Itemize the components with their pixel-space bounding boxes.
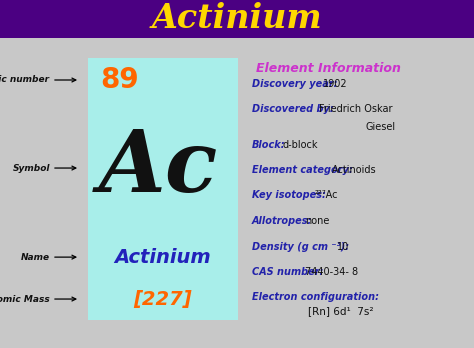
Bar: [0, 0, 474, 38]
Text: Atomic number: Atomic number: [0, 76, 50, 85]
Text: Actinoids: Actinoids: [332, 165, 377, 175]
Text: Atomic Mass: Atomic Mass: [0, 294, 50, 303]
Text: Actinium: Actinium: [152, 2, 322, 35]
Text: Name: Name: [21, 253, 50, 262]
Text: Discovery year:: Discovery year:: [252, 79, 337, 89]
Text: Symbol: Symbol: [12, 164, 50, 173]
Text: 10: 10: [337, 242, 349, 252]
Text: Ac: Ac: [98, 126, 218, 210]
Text: Electron configuration:: Electron configuration:: [252, 293, 379, 302]
Text: CAS number:: CAS number:: [252, 267, 323, 277]
Text: none: none: [305, 216, 329, 226]
FancyArrowPatch shape: [55, 166, 76, 170]
Text: Actinium: Actinium: [115, 248, 211, 267]
Text: Density (g cm ⁻³):: Density (g cm ⁻³):: [252, 242, 349, 252]
Text: Friedrich Oskar: Friedrich Oskar: [319, 104, 392, 114]
Text: ²²⁷Ac: ²²⁷Ac: [314, 190, 337, 200]
Text: Element category:: Element category:: [252, 165, 353, 175]
Text: d-block: d-block: [283, 140, 318, 150]
Text: Block:: Block:: [252, 140, 286, 150]
Text: Giesel: Giesel: [366, 122, 396, 132]
FancyArrowPatch shape: [55, 297, 76, 301]
Text: Key isotopes:: Key isotopes:: [252, 190, 326, 200]
Bar: [88, 58, 238, 320]
Text: [Rn] 6d¹  7s²: [Rn] 6d¹ 7s²: [308, 307, 374, 316]
Text: Discovered by:: Discovered by:: [252, 104, 334, 114]
Text: 7440-34- 8: 7440-34- 8: [305, 267, 358, 277]
Text: Element Information: Element Information: [256, 62, 401, 75]
FancyArrowPatch shape: [55, 78, 76, 82]
Text: 89: 89: [100, 66, 138, 94]
Text: 1902: 1902: [323, 79, 348, 89]
FancyArrowPatch shape: [55, 255, 76, 259]
Text: [227]: [227]: [134, 290, 192, 309]
Text: Allotropes:: Allotropes:: [252, 216, 312, 226]
